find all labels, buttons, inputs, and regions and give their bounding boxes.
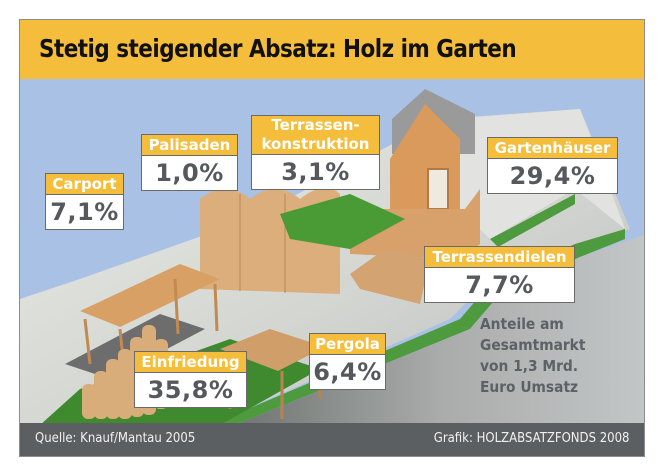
infographic-frame: Stetig steigender Absatz: Holz im Garten <box>19 19 645 457</box>
card-label: Gartenhäuser <box>488 138 617 159</box>
card-value: 6,4% <box>313 358 382 386</box>
card-value: 1,0% <box>155 159 224 187</box>
title-bar: Stetig steigender Absatz: Holz im Garten <box>20 20 644 79</box>
card-label: Terrassen- konstruktion <box>252 116 379 155</box>
page-title: Stetig steigender Absatz: Holz im Garten <box>39 34 517 63</box>
card-carport: Carport 7,1% <box>45 173 124 230</box>
card-value: 7,7% <box>465 271 534 299</box>
garden-scene: Carport 7,1% Palisaden 1,0% Terrassen- k… <box>20 79 644 425</box>
credit-text: Grafik: HOLZABSATZFONDS 2008 <box>433 431 629 446</box>
card-gartenhaeuser: Gartenhäuser 29,4% <box>487 137 618 194</box>
card-label-line2: konstruktion <box>261 135 370 153</box>
card-value: 3,1% <box>281 158 350 186</box>
card-palisaden: Palisaden 1,0% <box>141 134 238 191</box>
card-label: Carport <box>46 174 123 195</box>
card-label-line1: Terrassen- <box>271 116 360 134</box>
card-terrassendielen: Terrassendielen 7,7% <box>424 246 575 303</box>
card-einfriedung: Einfriedung 35,8% <box>134 351 247 408</box>
card-value: 7,1% <box>50 198 119 226</box>
card-label: Palisaden <box>142 135 237 156</box>
source-text: Quelle: Knauf/Mantau 2005 <box>35 431 196 446</box>
market-note: Anteile am Gesamtmarkt von 1,3 Mrd. Euro… <box>480 315 586 396</box>
card-pergola: Pergola 6,4% <box>309 333 386 390</box>
card-label: Pergola <box>310 334 385 355</box>
card-value: 29,4% <box>509 162 596 190</box>
card-value: 35,8% <box>147 376 234 404</box>
footer-bar: Quelle: Knauf/Mantau 2005 Grafik: HOLZAB… <box>20 423 644 456</box>
card-label: Terrassendielen <box>425 247 574 268</box>
card-terrassenkonstruktion: Terrassen- konstruktion 3,1% <box>251 115 380 190</box>
card-label: Einfriedung <box>135 352 246 373</box>
